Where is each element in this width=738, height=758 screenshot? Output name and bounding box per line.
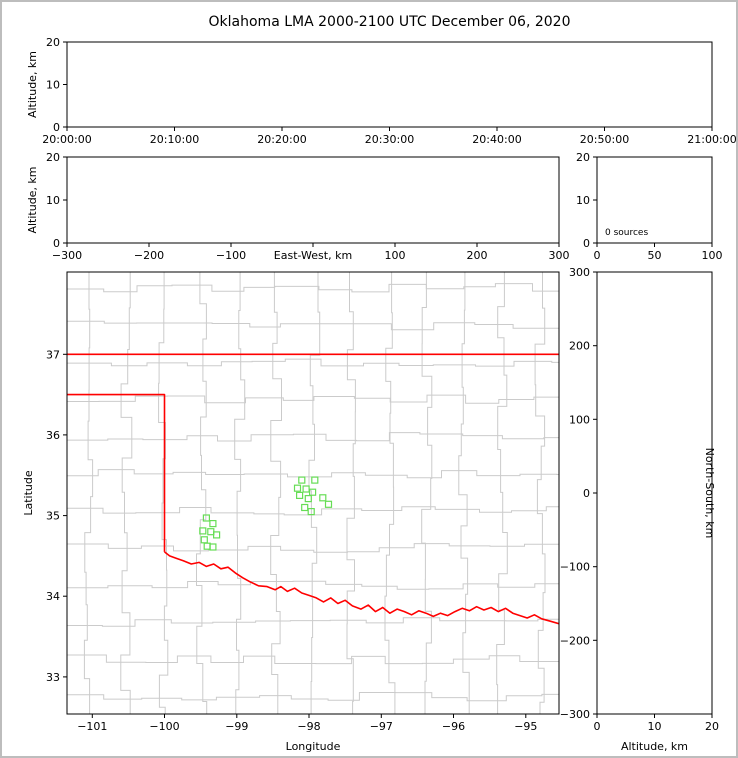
svg-text:20: 20 [46, 151, 60, 164]
svg-text:0: 0 [53, 121, 60, 134]
svg-text:−99: −99 [225, 720, 248, 733]
svg-text:0: 0 [53, 237, 60, 250]
svg-text:−101: −101 [77, 720, 107, 733]
svg-text:100: 100 [385, 249, 406, 262]
ns-panel-frame [596, 271, 713, 715]
state-border [67, 353, 559, 625]
svg-text:200: 200 [569, 340, 590, 353]
svg-text:0: 0 [594, 249, 601, 262]
svg-text:10: 10 [46, 194, 60, 207]
svg-text:20: 20 [46, 36, 60, 49]
svg-text:100: 100 [569, 413, 590, 426]
svg-text:−100: −100 [149, 720, 179, 733]
svg-text:200: 200 [467, 249, 488, 262]
svg-text:20:30:00: 20:30:00 [365, 133, 414, 146]
svg-text:50: 50 [648, 249, 662, 262]
svg-text:−200: −200 [134, 249, 164, 262]
svg-text:300: 300 [549, 249, 570, 262]
svg-text:Altitude, km: Altitude, km [621, 740, 688, 753]
svg-text:21:00:00: 21:00:00 [687, 133, 736, 146]
svg-text:Longitude: Longitude [286, 740, 341, 753]
svg-text:20:20:00: 20:20:00 [257, 133, 306, 146]
svg-text:North-South, km: North-South, km [703, 448, 716, 539]
lightning-sources [199, 476, 333, 551]
svg-text:35: 35 [46, 510, 60, 523]
svg-text:−200: −200 [560, 634, 590, 647]
svg-text:0: 0 [583, 237, 590, 250]
svg-text:−97: −97 [370, 720, 393, 733]
svg-text:300: 300 [569, 266, 590, 279]
svg-text:10: 10 [46, 79, 60, 92]
svg-text:20:40:00: 20:40:00 [472, 133, 521, 146]
svg-text:37: 37 [46, 348, 60, 361]
svg-text:20:00:00: 20:00:00 [42, 133, 91, 146]
svg-text:−95: −95 [514, 720, 537, 733]
svg-text:20: 20 [576, 151, 590, 164]
svg-text:Altitude, km: Altitude, km [26, 166, 39, 233]
svg-text:33: 33 [46, 671, 60, 684]
svg-text:100: 100 [702, 249, 723, 262]
svg-text:−100: −100 [560, 561, 590, 574]
svg-text:0 sources: 0 sources [605, 228, 648, 238]
svg-text:36: 36 [46, 429, 60, 442]
svg-text:34: 34 [46, 590, 60, 603]
figure-title: Oklahoma LMA 2000-2100 UTC December 06, … [208, 14, 571, 30]
svg-text:−300: −300 [52, 249, 82, 262]
svg-text:Latitude: Latitude [22, 470, 35, 516]
svg-text:Altitude, km: Altitude, km [26, 51, 39, 118]
svg-text:10: 10 [576, 194, 590, 207]
svg-text:−300: −300 [560, 708, 590, 721]
svg-text:East-West, km: East-West, km [274, 249, 352, 262]
ew-panel-frame [66, 156, 560, 244]
county-lines [67, 272, 559, 714]
map-panel-frame [66, 271, 560, 715]
time-panel-frame [66, 41, 713, 128]
svg-text:20:50:00: 20:50:00 [580, 133, 629, 146]
svg-text:20: 20 [705, 720, 719, 733]
axes: 0 10 20 20:00:00 20:10:00 20:20:00 20:30:00 20:… [22, 36, 736, 753]
svg-text:10: 10 [648, 720, 662, 733]
svg-text:−98: −98 [297, 720, 320, 733]
svg-text:−96: −96 [442, 720, 465, 733]
svg-text:20:10:00: 20:10:00 [150, 133, 199, 146]
svg-text:−100: −100 [216, 249, 246, 262]
svg-text:0: 0 [583, 487, 590, 500]
svg-text:0: 0 [594, 720, 601, 733]
